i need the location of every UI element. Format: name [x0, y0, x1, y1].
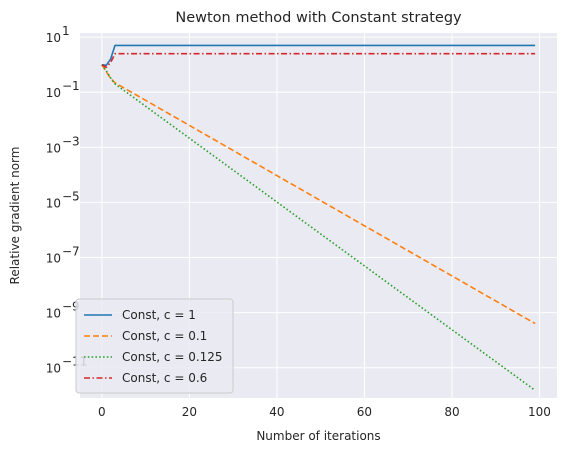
x-axis-label: Number of iterations	[256, 429, 380, 443]
y-tick-exponent: −9	[62, 300, 80, 314]
x-tick-label: 20	[182, 405, 197, 419]
y-tick-label: 10	[46, 86, 61, 100]
series-line-2	[101, 64, 536, 325]
legend-entry: Const, c = 0.1	[122, 329, 207, 343]
legend: Const, c = 1 Const, c = 0.1 Const, c = 0.1…	[75, 298, 234, 394]
y-tick-exponent: 1	[62, 24, 70, 38]
y-tick-label: 10	[46, 252, 61, 266]
y-tick-label: 10	[46, 141, 61, 155]
x-tick-label: 40	[269, 405, 284, 419]
y-tick-label: 10	[46, 31, 61, 45]
x-tick-labels: 0 20 40 60 80 100	[98, 405, 551, 419]
series-lines	[101, 44, 536, 392]
legend-entry: Const, c = 0.6	[122, 371, 207, 385]
series-line-1	[101, 44, 536, 67]
x-tick-label: 60	[357, 405, 372, 419]
y-tick-exponent: −1	[62, 79, 80, 93]
chart-title: Newton method with Constant strategy	[175, 10, 462, 26]
x-tick-label: 0	[98, 405, 106, 419]
series-line-3	[101, 64, 536, 392]
legend-entry: Const, c = 1	[122, 308, 196, 322]
y-tick-label: 10	[46, 196, 61, 210]
y-tick-label: 10	[46, 307, 61, 321]
y-tick-exponent: −7	[62, 245, 80, 259]
series-line-4	[101, 52, 536, 69]
legend-box	[75, 298, 234, 394]
y-tick-exponent: −5	[62, 189, 80, 203]
x-tick-label: 80	[444, 405, 459, 419]
x-tick-label: 100	[528, 405, 551, 419]
y-tick-exponent: −3	[62, 134, 80, 148]
y-tick-label: 10	[46, 362, 61, 376]
legend-entry: Const, c = 0.125	[122, 350, 223, 364]
y-axis-label: Relative gradient norm	[8, 147, 22, 285]
